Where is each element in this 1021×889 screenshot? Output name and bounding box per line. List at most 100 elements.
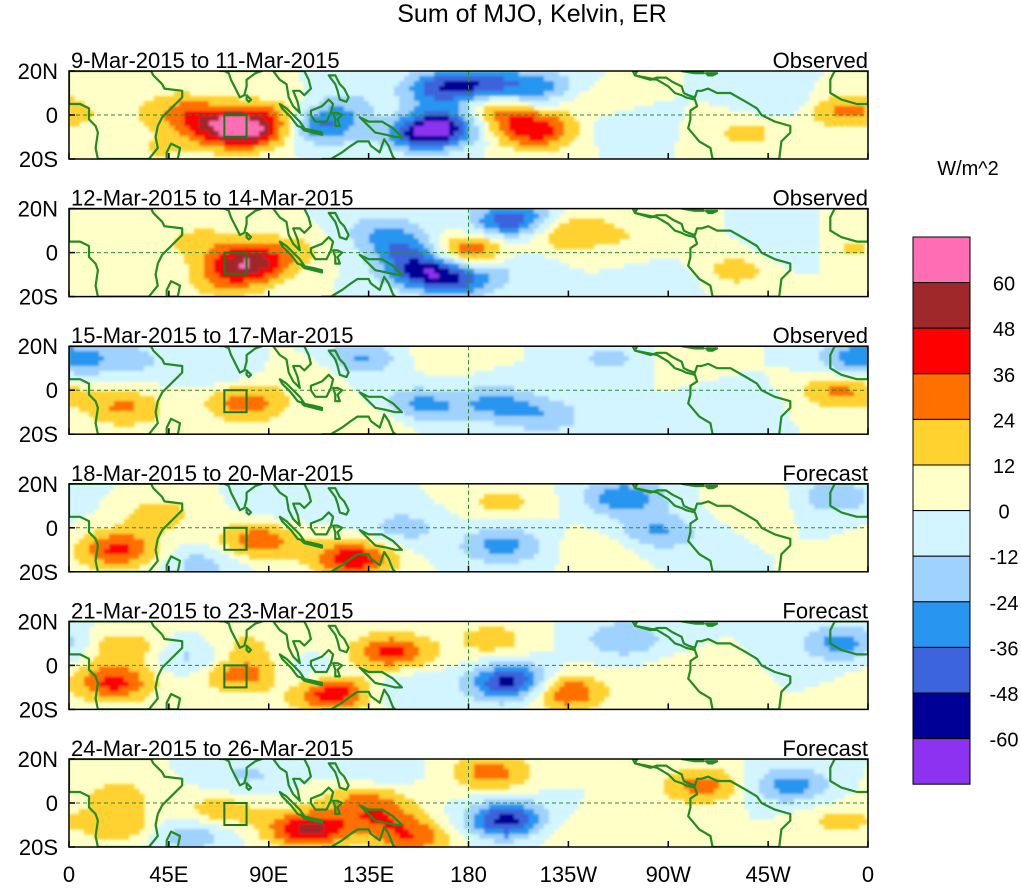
field-cell xyxy=(209,96,215,102)
field-cell xyxy=(564,121,570,127)
field-cell xyxy=(359,283,365,290)
field-cell xyxy=(854,248,860,255)
field-cell xyxy=(474,76,480,82)
field-cell xyxy=(84,351,90,357)
field-cell xyxy=(264,273,270,280)
field-cell xyxy=(589,273,595,280)
field-cell xyxy=(189,278,195,285)
field-cell xyxy=(229,111,235,117)
field-cell xyxy=(779,213,785,220)
field-cell xyxy=(459,253,465,260)
field-cell xyxy=(239,126,245,132)
field-cell xyxy=(659,421,665,427)
field-cell xyxy=(244,243,250,250)
field-cell xyxy=(459,406,465,412)
field-cell xyxy=(539,71,545,77)
field-cell xyxy=(199,371,205,377)
field-cell xyxy=(189,233,195,240)
field-cell xyxy=(554,71,560,77)
field-cell xyxy=(234,151,240,157)
field-cell xyxy=(339,238,345,245)
field-cell xyxy=(534,253,540,260)
field-cell xyxy=(254,238,260,245)
field-cell xyxy=(424,288,430,295)
field-cell xyxy=(249,141,255,147)
field-cell xyxy=(569,91,575,97)
field-cell xyxy=(89,376,95,382)
field-cell xyxy=(574,278,580,285)
field-cell xyxy=(604,406,610,412)
field-cell xyxy=(809,243,815,250)
field-cell xyxy=(579,421,585,427)
field-cell xyxy=(319,213,325,220)
field-cell xyxy=(459,151,465,157)
field-cell xyxy=(404,96,410,102)
field-cell xyxy=(459,136,465,142)
field-cell xyxy=(639,288,645,295)
field-cell xyxy=(519,376,525,382)
field-cell xyxy=(414,396,420,402)
field-cell xyxy=(794,238,800,245)
field-cell xyxy=(374,126,380,132)
field-cell xyxy=(524,258,530,265)
field-cell xyxy=(394,401,400,407)
field-cell xyxy=(799,91,805,97)
field-cell xyxy=(594,288,600,295)
field-cell xyxy=(369,91,375,97)
field-cell xyxy=(659,401,665,407)
field-cell xyxy=(764,208,770,215)
field-cell xyxy=(704,411,710,417)
field-cell xyxy=(654,293,660,297)
field-cell xyxy=(369,228,375,235)
field-cell xyxy=(374,208,380,215)
field-cell xyxy=(219,283,225,290)
field-cell xyxy=(559,76,565,82)
field-cell xyxy=(439,396,445,402)
field-cell xyxy=(754,396,760,402)
field-cell xyxy=(529,268,535,275)
field-cell xyxy=(359,121,365,127)
field-cell xyxy=(454,96,460,102)
field-cell xyxy=(699,406,705,412)
field-cell xyxy=(369,376,375,382)
field-cell xyxy=(614,121,620,127)
field-cell xyxy=(539,283,545,290)
field-cell xyxy=(769,218,775,225)
field-cell xyxy=(324,76,330,82)
field-cell xyxy=(859,121,865,127)
field-cell xyxy=(739,386,745,392)
field-cell xyxy=(444,431,450,435)
field-cell xyxy=(389,131,395,137)
field-cell xyxy=(529,288,535,295)
field-cell xyxy=(764,101,770,107)
field-cell xyxy=(614,356,620,362)
field-cell xyxy=(569,228,575,235)
field-cell xyxy=(374,371,380,377)
field-cell xyxy=(344,223,350,230)
field-cell xyxy=(514,273,520,280)
field-cell xyxy=(259,141,265,147)
field-cell xyxy=(704,431,710,435)
field-cell xyxy=(539,351,545,357)
field-cell xyxy=(164,351,170,357)
field-cell xyxy=(704,76,710,82)
field-cell xyxy=(324,141,330,147)
field-cell xyxy=(649,126,655,132)
field-cell xyxy=(154,366,160,372)
field-cell xyxy=(574,293,580,297)
field-cell xyxy=(579,361,585,367)
field-cell xyxy=(374,386,380,392)
field-cell xyxy=(394,288,400,295)
field-cell xyxy=(564,401,570,407)
field-cell xyxy=(279,278,285,285)
field-cell xyxy=(839,121,845,127)
field-cell xyxy=(684,431,690,435)
field-cell xyxy=(529,258,535,265)
field-cell xyxy=(304,121,310,127)
field-cell xyxy=(524,233,530,240)
field-cell xyxy=(659,126,665,132)
coastline xyxy=(300,127,324,136)
field-cell xyxy=(484,401,490,407)
field-cell xyxy=(584,381,590,387)
field-cell xyxy=(204,278,210,285)
